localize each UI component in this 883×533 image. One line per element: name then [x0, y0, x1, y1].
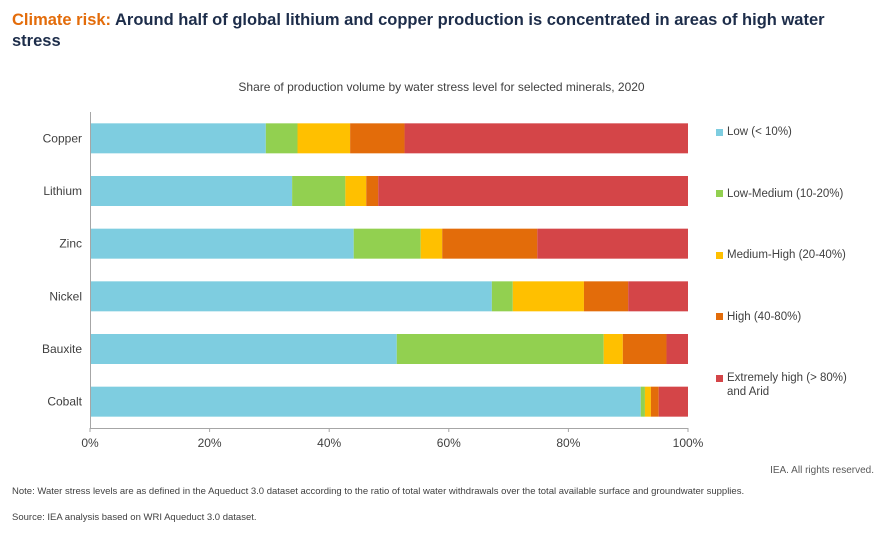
category-label-lithium: Lithium — [43, 184, 82, 198]
page-title: Climate risk: Around half of global lith… — [12, 10, 872, 52]
bar-bauxite-low-10 — [90, 334, 397, 364]
bar-cobalt-extremely-high-80-and-arid — [658, 386, 688, 417]
footnote: Note: Water stress levels are as defined… — [12, 486, 745, 497]
bar-bauxite-high-40-80 — [622, 334, 667, 364]
bar-zinc-low-medium-10-20 — [353, 228, 421, 259]
legend-label: High (40-80%) — [727, 310, 802, 323]
legend-swatch — [716, 190, 723, 197]
legend-item-low-10: Low (< 10%) — [716, 125, 792, 139]
bar-nickel-low-medium-10-20 — [491, 281, 513, 312]
bar-lithium-extremely-high-80-and-arid — [378, 176, 688, 206]
legend-swatch — [716, 251, 723, 259]
bar-nickel-extremely-high-80-and-arid — [628, 281, 688, 312]
category-label-nickel: Nickel — [49, 289, 82, 303]
bar-copper-low-medium-10-20 — [265, 123, 298, 154]
x-tick-label: 40% — [317, 436, 341, 450]
bar-copper-high-40-80 — [350, 123, 405, 154]
bar-zinc-extremely-high-80-and-arid — [537, 228, 688, 259]
chart-title: Share of production volume by water stre… — [238, 80, 645, 94]
bar-cobalt-low-medium-10-20 — [640, 386, 645, 417]
title-text: Around half of global lithium and copper… — [12, 11, 825, 50]
bar-lithium-medium-high-20-40 — [345, 176, 367, 206]
bar-lithium-low-10 — [90, 176, 293, 206]
legend-label: Low-Medium (10-20%) — [727, 187, 844, 200]
bar-copper-extremely-high-80-and-arid — [404, 123, 688, 154]
bar-lithium-high-40-80 — [366, 176, 379, 206]
category-label-zinc: Zinc — [59, 237, 82, 251]
bar-cobalt-low-10 — [90, 386, 641, 417]
legend-label: Low (< 10%) — [727, 126, 792, 138]
source-note: Source: IEA analysis based on WRI Aquedu… — [12, 512, 257, 523]
x-tick-label: 20% — [198, 436, 222, 450]
bar-copper-low-10 — [90, 123, 266, 154]
legend-swatch — [716, 128, 723, 136]
bar-cobalt-medium-high-20-40 — [644, 386, 651, 417]
bar-nickel-high-40-80 — [583, 281, 629, 312]
title-prefix: Climate risk: — [12, 11, 112, 29]
category-label-cobalt: Cobalt — [47, 395, 82, 409]
bar-copper-medium-high-20-40 — [297, 123, 351, 154]
bar-zinc-medium-high-20-40 — [420, 228, 443, 259]
bar-nickel-low-10 — [90, 281, 492, 312]
legend-label: Medium-High (20-40%) — [727, 249, 846, 261]
bar-bauxite-medium-high-20-40 — [603, 334, 623, 364]
legend-label: Extremely high (> 80%) and Arid — [727, 372, 847, 398]
bar-zinc-low-10 — [90, 228, 354, 259]
bar-zinc-high-40-80 — [442, 228, 538, 259]
legend-item-medium-high-20-40: Medium-High (20-40%) — [716, 248, 846, 262]
bar-lithium-low-medium-10-20 — [292, 176, 346, 206]
legend-item-extremely-high-80-and-arid: Extremely high (> 80%) and Arid — [716, 371, 867, 399]
x-tick-label: 80% — [556, 436, 580, 450]
x-tick-label: 60% — [437, 436, 461, 450]
category-label-copper: Copper — [43, 131, 82, 145]
category-label-bauxite: Bauxite — [42, 342, 82, 356]
legend-item-low-medium-10-20: Low-Medium (10-20%) — [716, 187, 843, 201]
legend-swatch — [716, 374, 723, 382]
legend-item-high-40-80: High (40-80%) — [716, 310, 801, 324]
bar-bauxite-low-medium-10-20 — [396, 334, 604, 364]
bar-bauxite-extremely-high-80-and-arid — [666, 334, 688, 364]
bar-nickel-medium-high-20-40 — [512, 281, 584, 312]
x-tick-label: 0% — [81, 436, 99, 450]
bar-cobalt-high-40-80 — [650, 386, 659, 417]
rights-notice: IEA. All rights reserved. — [770, 465, 874, 476]
x-tick-label: 100% — [673, 436, 704, 450]
legend-swatch — [716, 313, 723, 320]
